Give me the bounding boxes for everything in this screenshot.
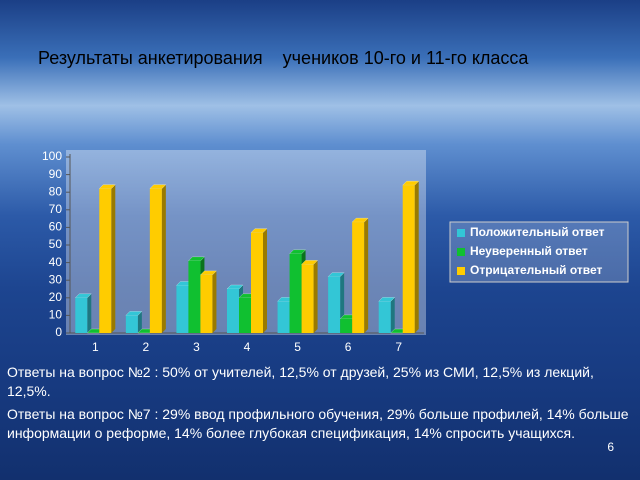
x-tick-label: 4 — [244, 340, 251, 354]
bar-side — [161, 184, 166, 333]
y-tick-label: 90 — [49, 167, 63, 181]
bar-side — [414, 181, 419, 333]
bar-side — [137, 311, 142, 333]
x-tick-label: 7 — [395, 340, 402, 354]
bar-side — [390, 297, 395, 333]
y-tick-label: 60 — [49, 220, 63, 234]
y-tick-label: 30 — [49, 272, 63, 286]
bar — [176, 285, 189, 333]
y-tick-label: 0 — [55, 325, 62, 339]
legend — [449, 221, 629, 283]
bar-side — [263, 228, 267, 333]
y-tick-label: 10 — [49, 308, 63, 322]
legend-swatch — [457, 248, 465, 256]
y-tick-label: 50 — [49, 237, 63, 251]
legend-swatch — [457, 267, 465, 275]
bar-side — [111, 184, 116, 333]
bar-side — [212, 270, 217, 333]
x-tick-label: 5 — [294, 340, 301, 354]
y-tick-label: 20 — [49, 290, 63, 304]
bar — [340, 318, 353, 333]
bar-side — [313, 260, 318, 333]
slide-title: Результаты анкетирования учеников 10-го … — [38, 48, 529, 68]
bar — [289, 253, 302, 333]
bar — [251, 232, 263, 333]
x-tick-label: 1 — [92, 340, 99, 354]
legend-label: Положительный ответ — [470, 225, 605, 239]
bar-side — [87, 293, 92, 333]
bar — [227, 289, 239, 333]
bar — [328, 276, 341, 333]
bar — [75, 297, 88, 333]
page-number: 6 — [607, 440, 614, 454]
bar-side — [364, 218, 369, 333]
y-tick-label: 80 — [49, 184, 63, 198]
bar — [200, 274, 213, 333]
legend-label: Неуверенный ответ — [470, 244, 588, 258]
bar — [402, 185, 415, 333]
note: Ответы на вопрос №7 : 29% ввод профильно… — [7, 406, 629, 441]
bar — [239, 297, 251, 333]
note: Ответы на вопрос №2 : 50% от учителей, 1… — [7, 364, 594, 399]
bar — [188, 260, 201, 333]
bar — [301, 264, 314, 333]
x-tick-label: 3 — [193, 340, 200, 354]
legend-swatch — [457, 229, 465, 237]
bar — [378, 301, 391, 333]
bar — [125, 315, 138, 333]
legend-label: Отрицательный ответ — [470, 263, 603, 277]
bar — [149, 188, 162, 333]
y-tick-label: 40 — [49, 255, 63, 269]
chart: 0 10 20 30 40 50 60 70 80 90 100 1 2 3 4 5 6 7 Положительн… — [42, 149, 629, 354]
bar — [352, 222, 365, 333]
y-tick-label: 100 — [42, 149, 62, 163]
bar — [277, 301, 290, 333]
y-tick-label: 70 — [49, 202, 63, 216]
bar — [99, 188, 112, 333]
x-tick-label: 2 — [143, 340, 150, 354]
x-tick-label: 6 — [345, 340, 352, 354]
